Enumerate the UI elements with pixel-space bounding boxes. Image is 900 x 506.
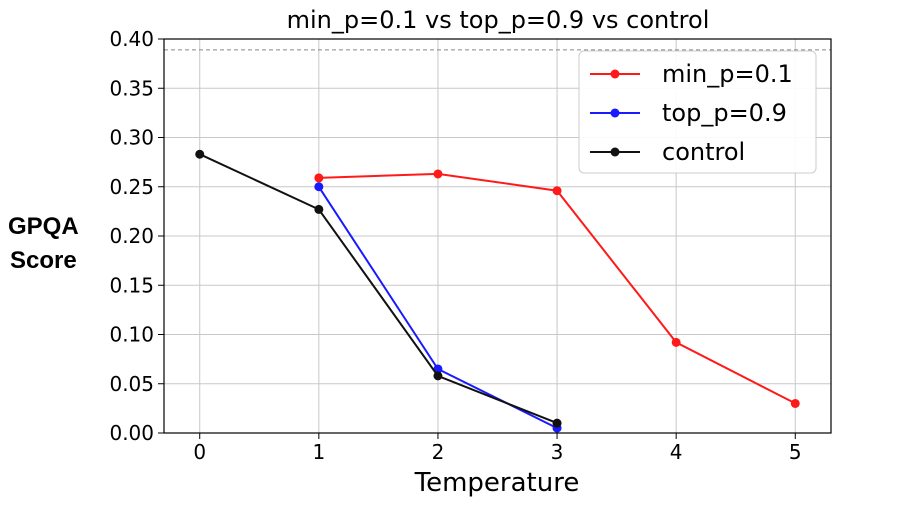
legend-label: min_p=0.1 bbox=[662, 60, 793, 88]
y-ticks: 0.00 0.05 0.10 0.15 0.20 0.25 0.30 0.35 0.40 bbox=[109, 27, 164, 445]
legend-item: min_p=0.1 bbox=[590, 60, 793, 88]
data-point bbox=[314, 173, 324, 183]
series-line bbox=[199, 153, 558, 425]
series-min-p-0-1 bbox=[314, 169, 800, 408]
x-tick-label: 3 bbox=[551, 440, 564, 464]
x-ticks: 0 1 2 3 4 5 bbox=[193, 433, 802, 464]
y-tick-label: 0.05 bbox=[109, 372, 154, 396]
legend-label: top_p=0.9 bbox=[662, 99, 787, 127]
x-axis-label: Temperature bbox=[414, 468, 580, 498]
data-point bbox=[314, 182, 324, 192]
legend-item: top_p=0.9 bbox=[590, 99, 787, 127]
legend-marker bbox=[610, 69, 620, 79]
y-tick-label: 0.15 bbox=[109, 273, 154, 297]
y-tick-label: 0.25 bbox=[109, 175, 154, 199]
x-tick-label: 5 bbox=[789, 440, 802, 464]
x-tick-label: 4 bbox=[670, 440, 683, 464]
legend-marker bbox=[610, 108, 620, 118]
legend-box bbox=[578, 50, 817, 174]
x-tick-label: 0 bbox=[193, 440, 206, 464]
y-axis-label-line-2: Score bbox=[10, 247, 77, 274]
series-control bbox=[195, 149, 562, 428]
data-point bbox=[314, 204, 324, 214]
y-tick-label: 0.10 bbox=[109, 323, 154, 347]
series bbox=[195, 149, 800, 433]
grid bbox=[164, 38, 831, 434]
y-tick-label: 0.35 bbox=[109, 76, 154, 100]
data-point bbox=[433, 169, 443, 179]
legend-item: control bbox=[590, 138, 745, 166]
chart-title: min_p=0.1 vs top_p=0.9 vs control bbox=[287, 6, 710, 34]
legend-marker bbox=[610, 147, 620, 157]
x-tick-label: 1 bbox=[312, 440, 325, 464]
x-tick-label: 2 bbox=[432, 440, 445, 464]
data-point bbox=[790, 398, 800, 408]
y-tick-label: 0.30 bbox=[109, 126, 154, 150]
y-tick-label: 0.20 bbox=[109, 224, 154, 248]
data-point bbox=[552, 418, 562, 428]
data-point bbox=[552, 186, 562, 196]
data-point bbox=[433, 371, 443, 381]
data-point bbox=[671, 337, 681, 347]
legend-label: control bbox=[662, 138, 745, 166]
y-tick-label: 0.40 bbox=[109, 27, 154, 51]
data-point bbox=[195, 149, 205, 159]
y-tick-label: 0.00 bbox=[109, 421, 154, 445]
y-axis-label-line-1: GPQA bbox=[8, 213, 79, 240]
